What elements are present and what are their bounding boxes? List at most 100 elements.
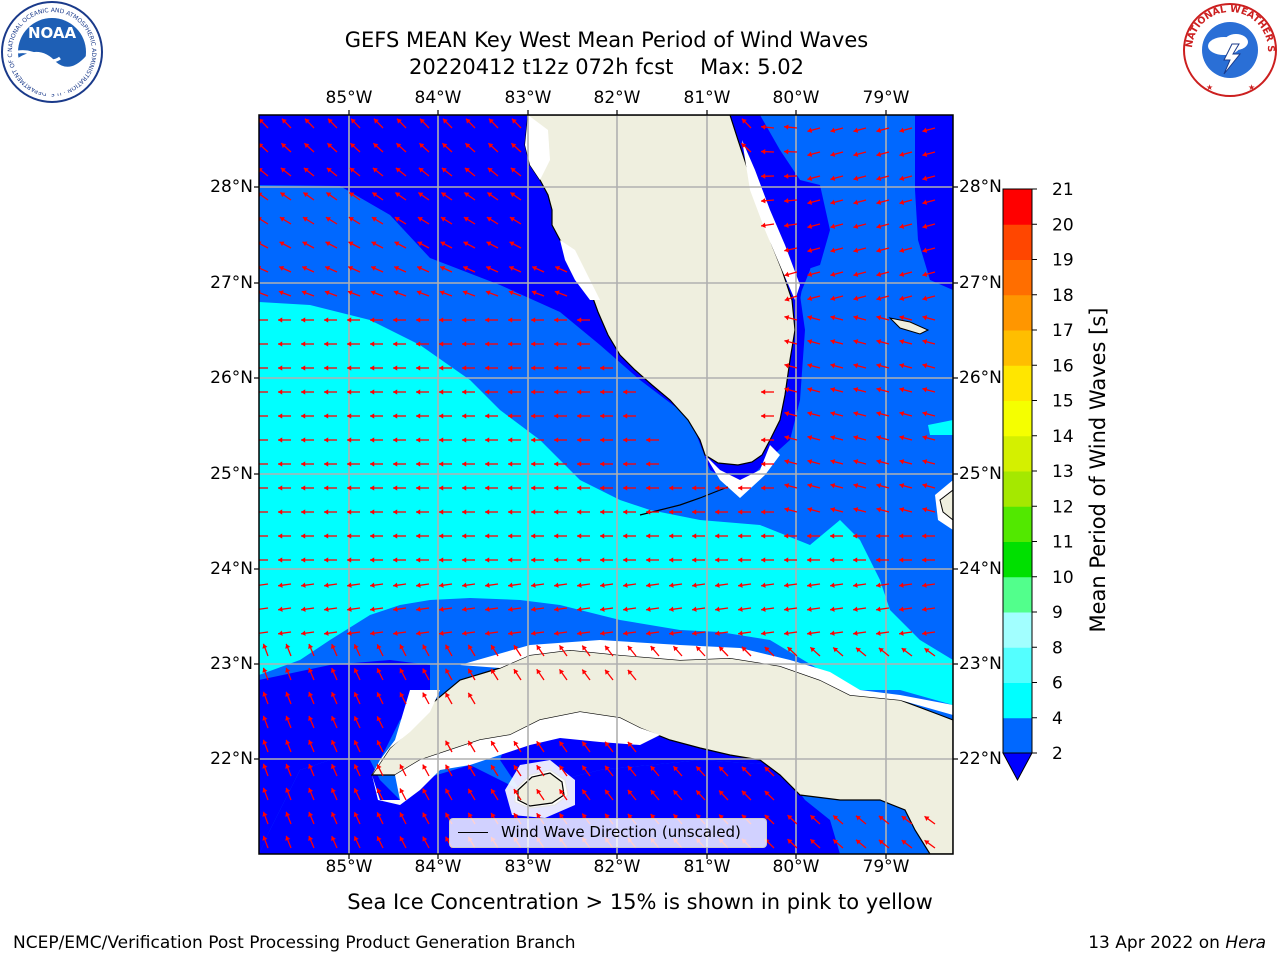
wave-direction-arrowhead xyxy=(692,582,697,588)
wave-direction-arrowhead xyxy=(393,557,398,563)
wave-direction-arrowhead xyxy=(922,127,928,133)
wave-direction-arrowhead xyxy=(531,341,536,347)
wave-direction-arrowhead xyxy=(807,435,813,441)
wave-direction-arrowhead xyxy=(807,606,812,612)
wave-direction-arrowhead xyxy=(853,533,858,539)
wave-direction-arrowhead xyxy=(485,389,490,395)
colorbar-level-11-12 xyxy=(1003,506,1032,542)
colorbar-level-10-11 xyxy=(1003,541,1032,578)
wave-direction-arrowhead xyxy=(531,509,536,515)
wave-direction-arrowhead xyxy=(646,557,651,563)
wave-direction-arrowhead xyxy=(513,813,519,819)
wave-direction-arrowhead xyxy=(623,485,628,491)
wave-direction-arrowhead xyxy=(259,118,264,124)
wave-direction-arrowhead xyxy=(554,630,559,636)
wave-direction-arrowhead xyxy=(899,247,905,253)
wave-direction-arrowhead xyxy=(399,668,405,674)
wave-direction-arrowhead xyxy=(278,557,283,563)
wave-direction-arrowhead xyxy=(787,647,793,652)
wave-direction-arrowhead xyxy=(441,167,447,173)
wave-direction-arrowhead xyxy=(531,437,536,443)
wave-direction-arrowhead xyxy=(347,317,352,323)
wave-direction-arrowhead xyxy=(485,290,491,296)
wave-direction-arrowhead xyxy=(393,582,398,588)
wave-direction-arrowhead xyxy=(922,533,927,539)
wave-direction-arrowhead xyxy=(304,143,310,149)
wave-direction-arrowhead xyxy=(899,533,904,539)
wave-direction-arrowhead xyxy=(669,509,674,515)
wave-direction-arrowhead xyxy=(513,765,519,771)
wave-direction-arrowhead xyxy=(531,630,536,636)
wave-direction-arrowhead xyxy=(922,582,927,588)
wave-direction-arrowhead xyxy=(417,241,423,247)
wave-direction-arrowhead xyxy=(830,247,836,253)
lon-tick-label-top: 83°W xyxy=(504,88,552,108)
wave-direction-arrowhead xyxy=(371,241,377,247)
wave-direction-arrowhead xyxy=(349,192,355,198)
footer-host: Hera xyxy=(1225,933,1266,953)
wave-direction-arrowhead xyxy=(301,317,306,323)
colorbar-level-18-19 xyxy=(1003,259,1032,296)
wave-direction-arrowhead xyxy=(486,217,492,222)
wave-direction-arrowhead xyxy=(350,143,356,149)
wave-direction-arrowhead xyxy=(876,557,881,563)
wave-direction-arrowhead xyxy=(486,241,492,247)
wind-wave-arrows xyxy=(259,118,936,849)
wave-direction-arrowhead xyxy=(807,411,813,417)
wave-direction-arrowhead xyxy=(278,341,283,347)
wave-direction-arrowhead xyxy=(308,812,314,817)
wave-direction-arrowhead xyxy=(764,790,770,796)
wave-direction-arrowhead xyxy=(440,217,446,222)
wave-direction-arrowhead xyxy=(278,461,283,467)
wave-direction-arrowhead xyxy=(876,533,881,539)
wave-direction-arrowhead xyxy=(853,223,859,229)
wave-direction-arrowhead xyxy=(485,461,490,467)
wave-direction-arrowhead xyxy=(330,740,336,746)
wave-direction-arrowhead xyxy=(876,271,882,277)
wave-direction-arrowhead xyxy=(347,533,352,539)
wave-direction-arrowhead xyxy=(393,485,398,491)
wave-direction-arrowhead xyxy=(491,764,496,770)
colorbar-level-17-18 xyxy=(1003,294,1032,331)
wave-direction-arrowhead xyxy=(646,533,651,539)
colorbar-level-9-10 xyxy=(1003,576,1032,613)
wave-direction-arrowhead xyxy=(531,533,536,539)
wave-direction-arrowhead xyxy=(325,265,331,271)
wave-direction-arrowhead xyxy=(876,387,882,393)
wave-direction-arrowhead xyxy=(347,630,352,636)
wave-direction-arrowhead xyxy=(876,127,882,133)
wave-direction-arrowhead xyxy=(488,143,494,149)
wave-direction-arrowhead xyxy=(324,389,329,395)
colorbar-tick-label: 10 xyxy=(1052,568,1074,588)
wave-direction-arrowhead xyxy=(855,815,861,821)
footer-date: 13 Apr 2022 on xyxy=(1088,933,1226,953)
wave-direction-arrowhead xyxy=(370,461,375,467)
wave-direction-arrowhead xyxy=(326,192,332,198)
wave-direction-arrowhead xyxy=(899,606,904,612)
footer-left: NCEP/EMC/Verification Post Processing Pr… xyxy=(13,933,576,953)
wave-direction-arrowhead xyxy=(807,387,813,393)
wave-direction-arrowhead xyxy=(376,836,382,842)
wave-direction-arrow xyxy=(259,217,269,225)
wave-direction-arrowhead xyxy=(853,483,859,489)
wave-direction-arrowhead xyxy=(508,437,513,443)
wave-direction-arrowhead xyxy=(308,836,314,841)
wave-direction-arrowhead xyxy=(807,507,813,513)
wave-direction-arrowhead xyxy=(646,461,651,467)
wave-direction-arrow xyxy=(259,267,269,273)
wave-direction-arrowhead xyxy=(899,175,905,181)
wave-direction-arrowhead xyxy=(922,606,927,612)
wave-direction-arrowhead xyxy=(285,667,291,673)
colorbar-level-20-21 xyxy=(1003,189,1032,225)
wave-direction-arrowhead xyxy=(324,317,329,323)
wave-direction-arrowhead xyxy=(899,295,905,301)
wave-direction-arrowhead xyxy=(278,389,283,395)
wave-direction-arrowhead xyxy=(393,341,398,347)
wave-direction-arrowhead xyxy=(485,365,490,371)
wave-direction-arrowhead xyxy=(439,365,444,371)
colorbar-label: Mean Period of Wind Waves [s] xyxy=(1086,307,1110,633)
wave-direction-arrowhead xyxy=(347,389,352,395)
wave-direction-arrowhead xyxy=(445,668,450,674)
wave-direction-arrowhead xyxy=(555,265,561,271)
lon-tick-label-top: 79°W xyxy=(862,88,910,108)
